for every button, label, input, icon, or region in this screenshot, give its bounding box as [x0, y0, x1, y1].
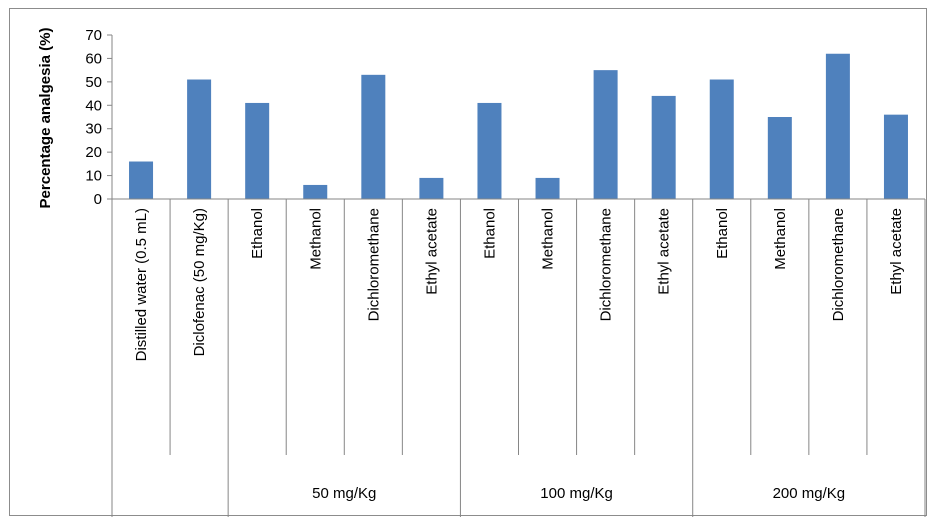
- y-tick-label: 70: [85, 27, 102, 44]
- bar: [767, 117, 792, 199]
- bar: [825, 53, 850, 199]
- bar: [303, 184, 328, 199]
- x-tick-label: Ethyl acetate: [888, 208, 905, 295]
- x-tick-label: Dichloromethane: [598, 208, 615, 321]
- x-tick-label: Dichloromethane: [365, 208, 382, 321]
- y-axis-label: Percentage analgesia (%): [37, 28, 54, 209]
- x-tick-label: Ethyl acetate: [423, 208, 440, 295]
- x-tick-label: Diclofenac (50 mg/Kg): [191, 208, 208, 356]
- x-tick-label: Distilled water (0.5 mL): [133, 208, 150, 361]
- bar: [187, 79, 212, 199]
- x-tick-label: Ethanol: [481, 208, 498, 259]
- y-tick-label: 60: [85, 50, 102, 67]
- bar: [419, 177, 444, 199]
- chart-frame: [9, 8, 927, 516]
- y-tick-label: 30: [85, 121, 102, 138]
- group-label: 50 mg/Kg: [312, 485, 376, 502]
- bar: [883, 114, 908, 199]
- y-tick-label: 10: [85, 168, 102, 185]
- bars: [129, 53, 908, 200]
- y-tick-label: 20: [85, 144, 102, 161]
- y-tick-label: 0: [94, 191, 102, 208]
- x-tick-label: Methanol: [540, 208, 557, 270]
- bar: [709, 79, 734, 199]
- x-tick-label: Ethyl acetate: [656, 208, 673, 295]
- x-tick-label: Methanol: [307, 208, 324, 270]
- bar: [361, 74, 386, 199]
- bar: [245, 102, 270, 199]
- x-tick-label: Methanol: [772, 208, 789, 270]
- x-tick-label: Ethanol: [249, 208, 266, 259]
- x-tick-label: Dichloromethane: [830, 208, 847, 321]
- x-tick-label: Ethanol: [714, 208, 731, 259]
- y-tick-label: 50: [85, 74, 102, 91]
- bar: [593, 70, 618, 200]
- group-label: 100 mg/Kg: [540, 485, 613, 502]
- bar: [477, 102, 502, 199]
- group-label: 200 mg/Kg: [773, 485, 846, 502]
- y-axis: 0 10 20 30 40 50 60 70: [85, 27, 113, 208]
- bar: [651, 95, 676, 199]
- bar: [129, 161, 154, 199]
- x-axis: Distilled water (0.5 mL) Diclofenac (50 m…: [111, 198, 926, 517]
- bar: [535, 177, 560, 199]
- y-tick-label: 40: [85, 97, 102, 114]
